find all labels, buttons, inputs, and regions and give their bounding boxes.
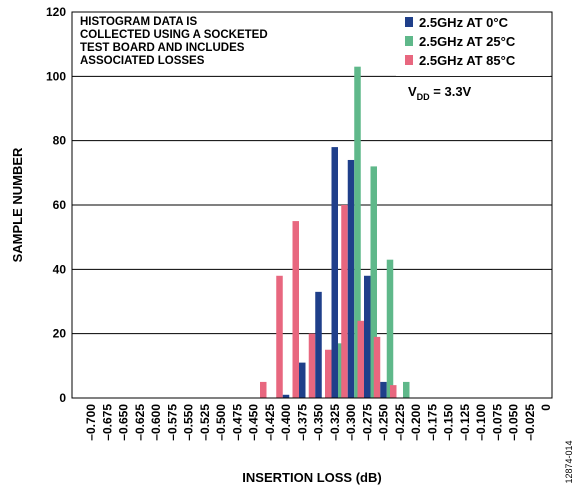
x-tick-label: –0.300 [344, 404, 358, 441]
bar [292, 221, 299, 398]
x-tick-label: –0.075 [490, 404, 504, 441]
annotation-line-3: TEST BOARD AND INCLUDES [80, 42, 245, 54]
legend: 2.5GHz AT 0°C 2.5GHz AT 25°C 2.5GHz AT 85°… [405, 15, 516, 68]
bar [299, 362, 306, 398]
y-tick-label: 40 [53, 262, 67, 276]
x-tick-label: –0.625 [133, 404, 147, 441]
legend-bg [396, 14, 550, 76]
x-tick-label: –0.325 [328, 404, 342, 441]
bar [390, 385, 397, 398]
annotation-note: HISTOGRAM DATA IS COLLECTED USING A SOCK… [80, 16, 268, 67]
x-tick-label: –0.400 [279, 404, 293, 441]
y-tick-label: 120 [46, 5, 66, 19]
bar [315, 291, 322, 398]
bar [380, 381, 387, 398]
x-tick-label: –0.675 [100, 404, 114, 441]
legend-label: 2.5GHz AT 0°C [419, 15, 509, 30]
bar [260, 381, 267, 398]
bar [364, 275, 371, 398]
bar [357, 320, 364, 398]
x-tick-label: –0.375 [295, 404, 309, 441]
x-tick-label: –0.450 [247, 404, 261, 441]
legend-swatch [405, 36, 413, 46]
figure-id: 12874-014 [564, 440, 574, 483]
x-tick-label: –0.650 [117, 404, 131, 441]
x-tick-label: –0.050 [507, 404, 521, 441]
x-tick-labels: –0.700 –0.675 –0.650 –0.625 –0.600 –0.575 –0.5… [84, 404, 553, 441]
legend-swatch [405, 55, 413, 65]
bar [347, 159, 355, 398]
bars [260, 66, 410, 398]
x-tick-label: –0.600 [149, 404, 163, 441]
x-tick-label: –0.525 [198, 404, 212, 441]
x-tick-label: 0 [539, 404, 553, 411]
x-tick-label: –0.100 [474, 404, 488, 441]
annotation-line-2: COLLECTED USING A SOCKETED [80, 29, 268, 41]
x-tick-label: –0.150 [442, 404, 456, 441]
bar [276, 275, 283, 398]
bar [308, 333, 316, 398]
x-tick-label: –0.550 [182, 404, 196, 441]
y-tick-label: 0 [59, 391, 66, 405]
x-tick-label: –0.475 [230, 404, 244, 441]
plot-frame [71, 11, 553, 399]
y-tick-label: 100 [46, 69, 66, 83]
x-tick-label: –0.225 [393, 404, 407, 441]
annotation-line-4: ASSOCIATED LOSSES [80, 55, 205, 67]
x-tick-label: –0.025 [523, 404, 537, 441]
x-tick-label: –0.425 [263, 404, 277, 441]
y-tick-labels: 0 20 40 60 80 100 120 [46, 5, 66, 405]
bar [373, 336, 381, 398]
legend-swatch [405, 17, 413, 27]
bar [341, 205, 348, 398]
gridlines [72, 75, 552, 335]
vdd-label: VDD = 3.3V [408, 84, 472, 102]
x-tick-label: –0.200 [409, 404, 423, 441]
bar [403, 381, 410, 398]
x-tick-label: –0.500 [214, 404, 228, 441]
annotation-box-bg [74, 14, 300, 70]
y-tick-label: 20 [53, 327, 67, 341]
legend-label: 2.5GHz AT 25°C [419, 34, 516, 49]
bar [325, 349, 332, 398]
vdd-label-bg [404, 80, 500, 102]
bar [354, 66, 361, 398]
y-axis-title: SAMPLE NUMBER [10, 147, 25, 262]
x-tick-label: –0.125 [458, 404, 472, 441]
bar [370, 166, 377, 398]
x-tick-label: –0.175 [425, 404, 439, 441]
x-axis-title: INSERTION LOSS (dB) [242, 470, 381, 485]
x-tick-label: –0.350 [312, 404, 326, 441]
x-tick-label: –0.575 [165, 404, 179, 441]
x-tick-label: –0.275 [360, 404, 374, 441]
x-tick-label: –0.250 [377, 404, 391, 441]
bar [331, 147, 338, 398]
x-tick-label: –0.700 [84, 404, 98, 441]
annotation-line-1: HISTOGRAM DATA IS [80, 16, 197, 28]
legend-label: 2.5GHz AT 85°C [419, 53, 516, 68]
y-tick-label: 80 [53, 134, 67, 148]
bar [282, 394, 290, 398]
bar [386, 259, 394, 398]
y-tick-label: 60 [53, 198, 67, 212]
